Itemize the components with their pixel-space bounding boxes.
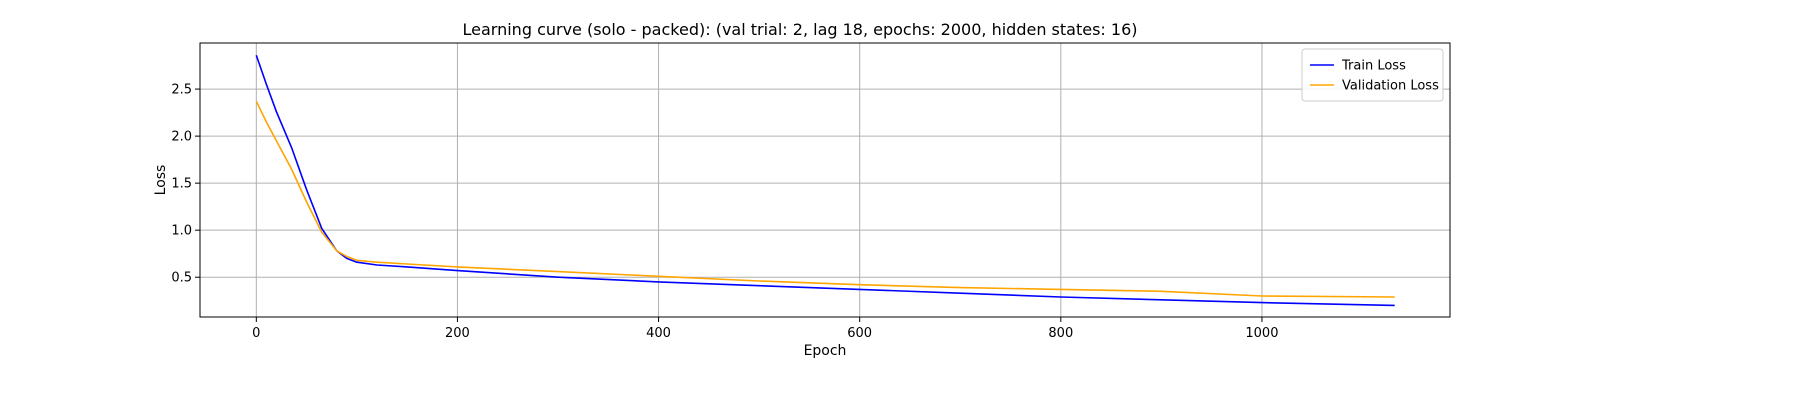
legend-label-validation-loss: Validation Loss [1342,79,1439,94]
x-tick-label: 200 [445,326,470,341]
y-tick-label: 2.5 [171,83,192,98]
legend-box [1301,48,1444,102]
x-tick-label: 800 [1048,326,1073,341]
train-loss-line [255,54,1395,307]
y-tick-label: 1.5 [171,177,192,192]
x-tick-label: 1000 [1245,326,1278,341]
x-tick-label: 0 [252,326,260,341]
y-axis-label: Loss [153,165,169,196]
validation-loss-line [255,100,1395,298]
plot-area [200,43,1450,317]
y-tick-label: 0.5 [171,271,192,286]
y-tick-label: 2.0 [171,130,192,145]
x-axis-ticks: 0 200 400 600 800 1000 [252,317,1278,341]
y-axis-ticks: 0.5 1.0 1.5 2.0 2.5 [171,83,200,286]
x-tick-label: 400 [646,326,671,341]
legend: Train Loss Validation Loss [1301,48,1444,102]
legend-label-train-loss: Train Loss [1341,59,1406,74]
y-tick-label: 1.0 [171,224,192,239]
grid-lines [200,43,1450,317]
chart-title: Learning curve (solo - packed): (val tri… [463,20,1138,39]
plot-frame [199,42,1451,318]
x-axis-label: Epoch [804,343,847,359]
series-lines [255,54,1395,307]
x-tick-label: 600 [847,326,872,341]
